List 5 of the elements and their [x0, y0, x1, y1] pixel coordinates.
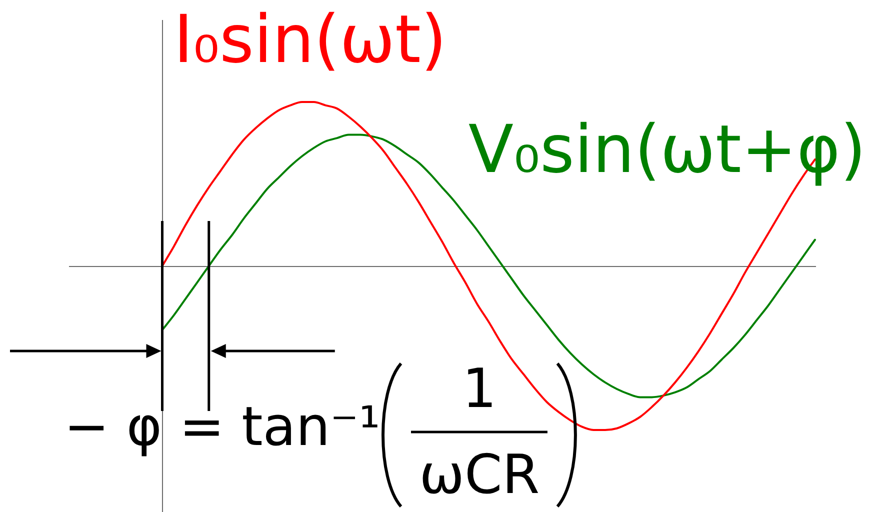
annotation: 1 — [462, 357, 497, 420]
series-label: I₀sin(ωt) — [174, 1, 447, 78]
annotation: − φ = tan⁻¹ — [64, 395, 380, 458]
series-label: V₀sin(ωt+φ) — [468, 110, 866, 188]
text: ωCR — [419, 443, 540, 506]
